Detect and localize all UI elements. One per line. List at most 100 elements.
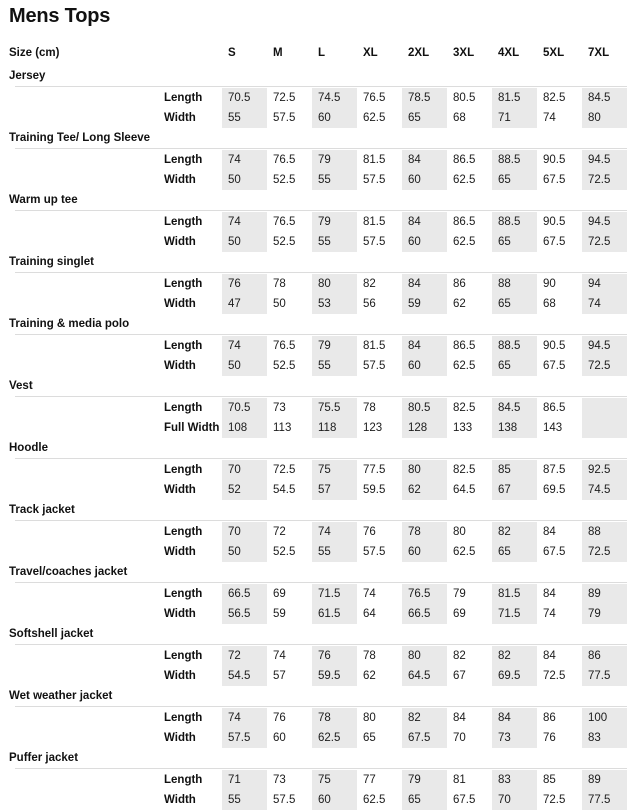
- cell-puffer-jacket-length-l: 75: [312, 770, 357, 790]
- cell-travel-coaches-jacket-length-s: 66.5: [222, 584, 267, 604]
- cell-wet-weather-jacket-width-4xl: 73: [492, 728, 537, 748]
- cell-puffer-jacket-length-m: 73: [273, 774, 286, 786]
- cell-track-jacket-length-s: 70: [222, 522, 267, 542]
- section-divider-jersey: [0, 86, 627, 88]
- section-divider-vest: [0, 396, 627, 398]
- cell-training-singlet-width-5xl: 68: [543, 298, 556, 310]
- cell-jersey-length-3xl: 80.5: [453, 92, 476, 104]
- section-spacer-cell: [537, 438, 582, 459]
- cell-travel-coaches-jacket-width-s: 56.5: [222, 604, 267, 624]
- divider-line: [15, 458, 627, 460]
- cell-travel-coaches-jacket-width-xl: 64: [363, 608, 376, 620]
- section-spacer-cell: [357, 686, 402, 707]
- cell-hoodle-width-xl: 59.5: [363, 484, 386, 496]
- row-name-gap: [15, 646, 160, 666]
- section-spacer-cell: [582, 128, 627, 149]
- cell-vest-length-4xl: 84.5: [492, 398, 537, 418]
- section-spacer-cell: [357, 190, 402, 211]
- cell-training-and-media-polo-width-m: 52.5: [273, 360, 296, 372]
- cell-hoodle-width-m: 54.5: [273, 484, 296, 496]
- section-spacer-cell: [582, 562, 627, 583]
- cell-puffer-jacket-width-2xl: 65: [402, 790, 447, 810]
- cell-training-and-media-polo-length-5xl: 90.5: [543, 340, 566, 352]
- cell-training-and-media-polo-length-m: 76.5: [273, 340, 296, 352]
- section-title-softshell-jacket: Softshell jacket: [9, 628, 94, 640]
- divider-line: [15, 644, 627, 646]
- section-row-vest: Vest: [0, 376, 627, 397]
- cell-training-singlet-width-3xl: 62: [453, 298, 466, 310]
- cell-softshell-jacket-length-3xl: 82: [453, 650, 466, 662]
- section-spacer-cell: [312, 252, 357, 273]
- metric-label-width: Width: [164, 732, 196, 744]
- section-spacer-cell: [357, 66, 402, 87]
- cell-training-and-media-polo-length-3xl: 86.5: [453, 340, 476, 352]
- size-unit-label: Size (cm): [9, 47, 60, 59]
- cell-softshell-jacket-length-s: 72: [222, 646, 267, 666]
- table-row: Width 47 50 53 56 59 62 65 68 74: [0, 294, 627, 314]
- section-title-warm-up-tee: Warm up tee: [9, 194, 78, 206]
- cell-softshell-jacket-width-5xl: 72.5: [543, 670, 566, 682]
- cell-training-singlet-width-2xl: 59: [402, 294, 447, 314]
- section-spacer-cell: [582, 190, 627, 211]
- section-spacer-cell: [582, 314, 627, 335]
- metric-label-width: Width: [164, 360, 196, 372]
- cell-warm-up-tee-width-l: 55: [312, 232, 357, 252]
- row-name-gap: [15, 232, 160, 252]
- divider-line: [15, 148, 627, 150]
- cell-warm-up-tee-width-2xl: 60: [402, 232, 447, 252]
- cell-training-tee-long-sleeve-width-2xl: 60: [402, 170, 447, 190]
- cell-training-and-media-polo-width-3xl: 62.5: [453, 360, 476, 372]
- section-spacer-cell: [312, 624, 357, 645]
- metric-label-full-width: Full Width: [164, 422, 220, 434]
- cell-track-jacket-length-7xl: 88: [582, 522, 627, 542]
- cell-wet-weather-jacket-length-5xl: 86: [543, 712, 556, 724]
- cell-jersey-width-3xl: 68: [453, 112, 466, 124]
- divider-line: [15, 272, 627, 274]
- section-spacer-cell: [222, 500, 267, 521]
- section-spacer-cell: [492, 562, 537, 583]
- section-spacer-cell: [447, 190, 492, 211]
- section-title-track-jacket: Track jacket: [9, 504, 75, 516]
- cell-softshell-jacket-length-l: 76: [312, 646, 357, 666]
- cell-warm-up-tee-length-2xl: 84: [402, 212, 447, 232]
- row-name-gap: [15, 460, 160, 480]
- cell-training-tee-long-sleeve-length-s: 74: [222, 150, 267, 170]
- cell-softshell-jacket-length-4xl: 82: [492, 646, 537, 666]
- cell-puffer-jacket-width-4xl: 70: [492, 790, 537, 810]
- cell-jersey-length-4xl: 81.5: [492, 88, 537, 108]
- cell-track-jacket-length-m: 72: [273, 526, 286, 538]
- cell-training-singlet-width-7xl: 74: [582, 294, 627, 314]
- metric-label-width: Width: [164, 236, 196, 248]
- cell-warm-up-tee-length-7xl: 94.5: [582, 212, 627, 232]
- cell-wet-weather-jacket-width-2xl: 67.5: [402, 728, 447, 748]
- cell-hoodle-length-l: 75: [312, 460, 357, 480]
- section-divider-warm-up-tee: [0, 210, 627, 212]
- cell-track-jacket-width-xl: 57.5: [363, 546, 386, 558]
- cell-training-and-media-polo-width-l: 55: [312, 356, 357, 376]
- cell-softshell-jacket-width-s: 54.5: [222, 666, 267, 686]
- cell-warm-up-tee-width-7xl: 72.5: [582, 232, 627, 252]
- section-spacer-cell: [402, 624, 447, 645]
- cell-training-and-media-polo-width-xl: 57.5: [363, 360, 386, 372]
- section-divider-softshell-jacket: [0, 644, 627, 646]
- section-spacer-cell: [537, 624, 582, 645]
- row-name-gap: [15, 480, 160, 500]
- cell-track-jacket-width-7xl: 72.5: [582, 542, 627, 562]
- cell-wet-weather-jacket-width-3xl: 70: [453, 732, 466, 744]
- metric-label-length: Length: [164, 216, 203, 228]
- column-header-3xl: 3XL: [453, 47, 475, 59]
- cell-softshell-jacket-length-m: 74: [273, 650, 286, 662]
- table-row: Width 57.5 60 62.5 65 67.5 70 73 76 83: [0, 728, 627, 748]
- section-title-wet-weather-jacket: Wet weather jacket: [9, 690, 113, 702]
- table-row: Length 72 74 76 78 80 82 82 84 86: [0, 646, 627, 666]
- cell-puffer-jacket-length-4xl: 83: [492, 770, 537, 790]
- section-spacer-cell: [312, 438, 357, 459]
- cell-hoodle-width-s: 52: [222, 480, 267, 500]
- section-spacer-cell: [492, 376, 537, 397]
- cell-vest-length-l: 75.5: [312, 398, 357, 418]
- section-divider-puffer-jacket: [0, 768, 627, 770]
- cell-jersey-length-s: 70.5: [222, 88, 267, 108]
- metric-label-width: Width: [164, 298, 196, 310]
- cell-jersey-width-xl: 62.5: [363, 112, 386, 124]
- cell-training-singlet-length-4xl: 88: [492, 274, 537, 294]
